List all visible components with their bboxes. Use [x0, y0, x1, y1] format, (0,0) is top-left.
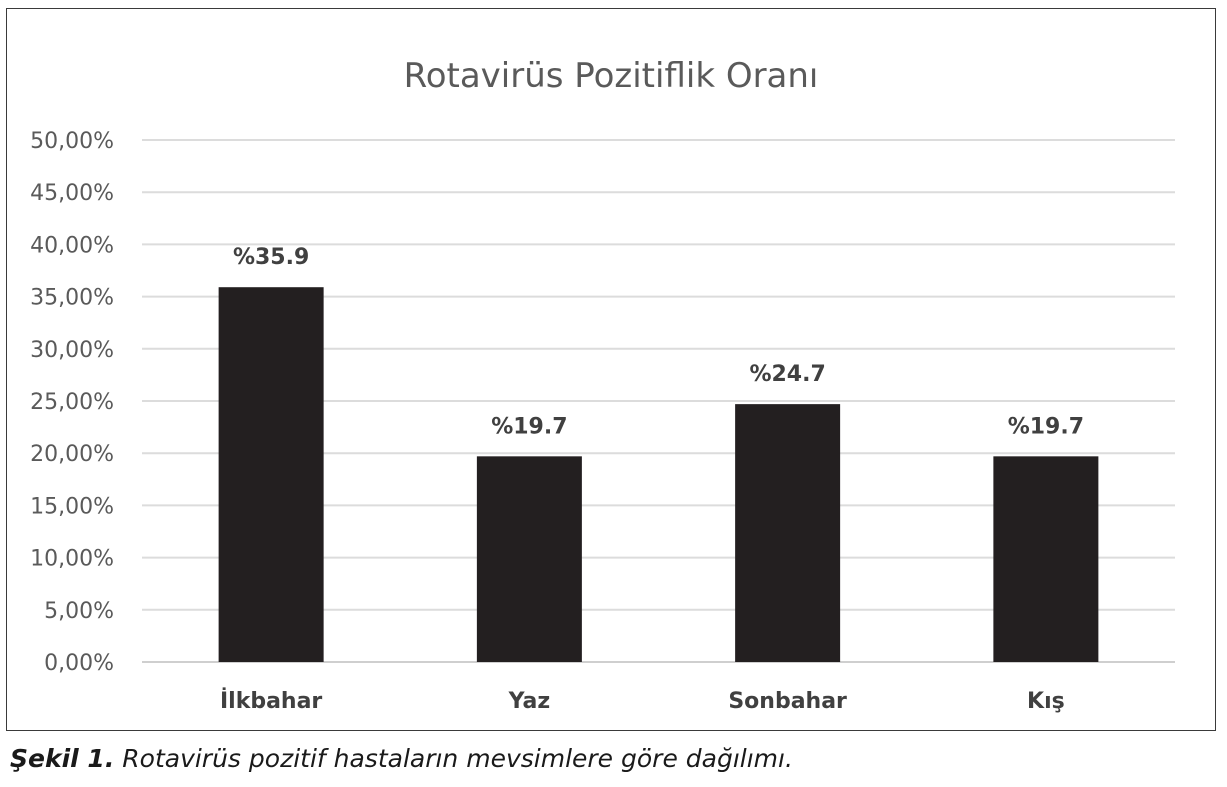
data-label: %19.7	[491, 414, 567, 439]
caption-text: Rotavirüs pozitif hastaların mevsimlere …	[122, 744, 793, 773]
x-tick-label: İlkbahar	[220, 688, 322, 714]
bar-3	[993, 456, 1099, 662]
y-tick-label: 45,00%	[30, 181, 114, 206]
x-axis-ticks: İlkbahar Yaz Sonbahar Kış	[220, 688, 1065, 714]
chart-frame: Rotavirüs Pozitiflik Oranı 0,00% 5,00% 10,…	[6, 8, 1216, 731]
y-tick-label: 0,00%	[44, 651, 114, 676]
bar-chart: Rotavirüs Pozitiflik Oranı 0,00% 5,00% 10,…	[30, 56, 1175, 714]
y-tick-label: 40,00%	[30, 233, 114, 258]
y-tick-label: 50,00%	[30, 129, 114, 154]
y-tick-label: 20,00%	[30, 442, 114, 467]
caption-label: Şekil 1.	[10, 744, 115, 773]
y-tick-label: 25,00%	[30, 390, 114, 415]
y-tick-label: 5,00%	[44, 599, 114, 624]
y-tick-label: 10,00%	[30, 547, 114, 572]
bar-0	[218, 287, 324, 662]
data-labels: %35.9 %19.7 %24.7 %19.7	[233, 245, 1084, 439]
chart-title: Rotavirüs Pozitiflik Oranı	[404, 56, 819, 96]
bar-2	[735, 404, 841, 662]
y-tick-label: 15,00%	[30, 494, 114, 519]
data-label: %35.9	[233, 245, 309, 270]
x-tick-label: Yaz	[508, 689, 551, 714]
data-label: %24.7	[749, 362, 825, 387]
y-tick-label: 30,00%	[30, 338, 114, 363]
figure-caption: Şekil 1. Rotavirüs pozitif hastaların me…	[10, 744, 793, 773]
x-tick-label: Sonbahar	[728, 689, 847, 714]
y-axis-ticks: 0,00% 5,00% 10,00% 15,00% 20,00% 25,00% 30,00%…	[30, 129, 114, 676]
x-tick-label: Kış	[1027, 689, 1065, 714]
data-label: %19.7	[1008, 414, 1084, 439]
y-tick-label: 35,00%	[30, 286, 114, 311]
bar-1	[476, 456, 582, 662]
bars	[218, 287, 1099, 662]
